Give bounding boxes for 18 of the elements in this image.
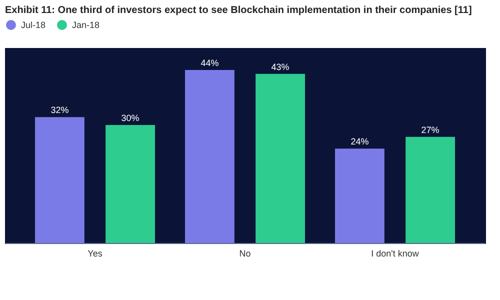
bar	[35, 117, 84, 243]
data-label: 24%	[350, 136, 369, 147]
data-label: 44%	[200, 58, 219, 68]
data-label: 27%	[421, 124, 440, 135]
x-tick-label: Yes	[88, 248, 103, 258]
legend-label: Jan-18	[72, 20, 100, 30]
data-label: 43%	[271, 62, 290, 72]
bar	[406, 136, 455, 243]
bar	[335, 148, 384, 243]
bar	[185, 70, 234, 243]
x-tick-label: I don't know	[371, 248, 420, 258]
x-tick-label: No	[239, 248, 251, 258]
chart-title: Exhibit 11: One third of investors expect to see Blockchain implementation in their companies [11]	[5, 5, 472, 16]
legend-label: Jul-18	[21, 20, 46, 30]
data-label: 32%	[50, 105, 69, 116]
data-label: 30%	[121, 113, 140, 124]
bar	[106, 125, 155, 243]
bar	[256, 74, 305, 243]
